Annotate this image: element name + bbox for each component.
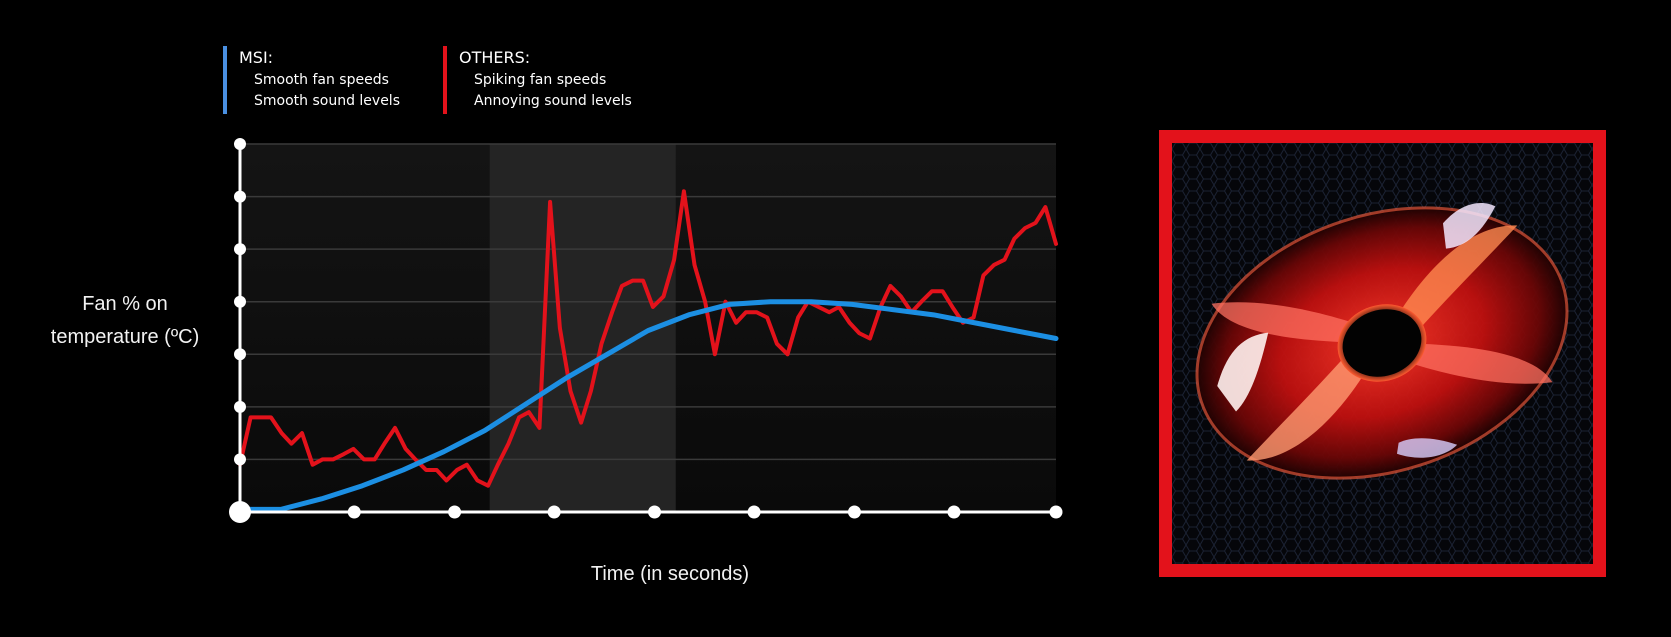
legend-msi-item-1: Smooth fan speeds — [254, 72, 389, 88]
x-tick-dot-5 — [747, 505, 761, 519]
x-tick-dot-6 — [847, 505, 861, 519]
series-line-others — [238, 189, 1058, 488]
x-tick-dot-4 — [648, 505, 662, 519]
legend-msi: MSI: Smooth fan speeds Smooth sound leve… — [223, 46, 400, 114]
legend-others-title: OTHERS: — [459, 48, 531, 67]
fan-speed-chart — [229, 138, 1063, 523]
origin-dot — [229, 501, 251, 523]
legend-others-item-2: Annoying sound levels — [474, 93, 632, 109]
y-tick-dot-7 — [234, 138, 246, 150]
legend-others: OTHERS: Spiking fan speeds Annoying soun… — [443, 46, 632, 114]
y-tick-dot-4 — [234, 295, 246, 308]
x-tick-dot-7 — [947, 505, 961, 519]
fan-photo-frame — [1159, 130, 1606, 577]
legend-others-item-1: Spiking fan speeds — [474, 72, 607, 88]
legend-msi-item-2: Smooth sound levels — [254, 93, 400, 109]
x-tick-dot-1 — [347, 505, 361, 519]
y-tick-dot-6 — [234, 190, 246, 203]
y-tick-dot-1 — [234, 453, 246, 466]
legend-msi-swatch — [223, 46, 227, 114]
y-tick-dot-2 — [234, 400, 246, 413]
highlight-band — [489, 144, 676, 512]
x-axis-label: Time (in seconds) — [590, 563, 750, 585]
legend-others-swatch — [443, 46, 447, 114]
x-tick-dot-3 — [547, 505, 561, 519]
legend-msi-title: MSI: — [239, 48, 274, 67]
y-tick-dot-5 — [234, 243, 246, 256]
y-axis-label: Fan % on temperature (ºC) — [50, 293, 200, 348]
red-led-fan-image — [1172, 143, 1593, 564]
y-tick-dot-3 — [234, 348, 246, 361]
x-tick-dot-2 — [448, 505, 462, 519]
series-line-msi — [237, 299, 1059, 512]
x-tick-dot-8 — [1049, 505, 1063, 519]
